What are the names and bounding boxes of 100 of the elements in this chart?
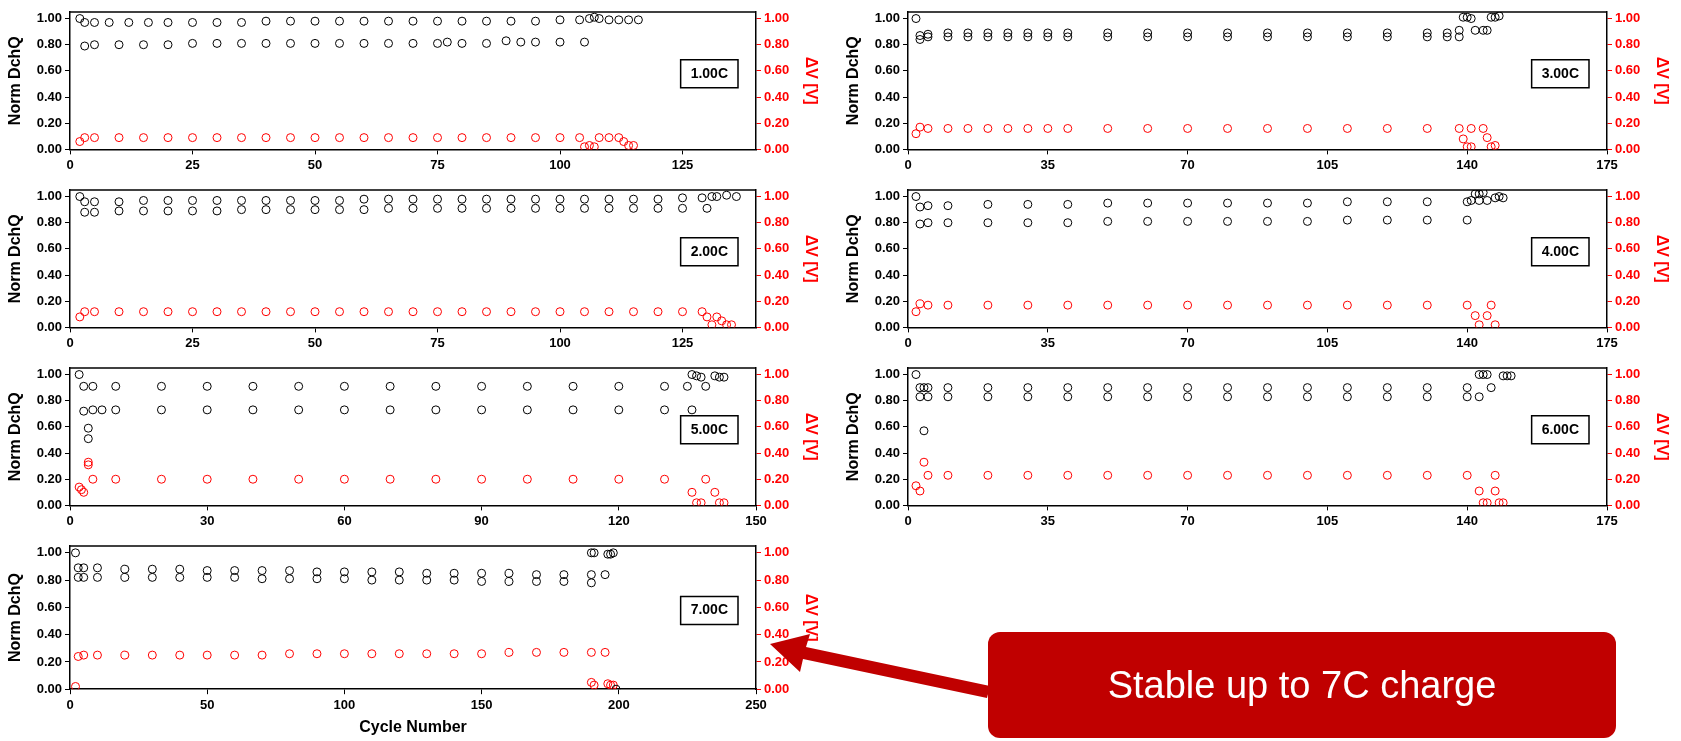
- point: [707, 192, 717, 202]
- point: [1482, 133, 1492, 143]
- point: [124, 17, 134, 27]
- point: [614, 474, 624, 484]
- y2-tick-label: 1.00: [1615, 188, 1641, 204]
- point: [1262, 32, 1272, 42]
- point: [1498, 193, 1508, 203]
- point: [285, 574, 295, 584]
- x-tick-label: 0: [66, 696, 74, 712]
- y2-axis-title: ΔV [V]: [802, 56, 820, 105]
- point: [1502, 371, 1512, 381]
- x-tick-label: 70: [1180, 334, 1195, 350]
- y2-axis-title: ΔV [V]: [802, 234, 820, 283]
- point: [75, 14, 85, 24]
- point: [339, 574, 349, 584]
- point: [73, 563, 83, 573]
- x-tick-label: 0: [904, 512, 912, 528]
- point: [1490, 486, 1500, 496]
- annotation: 4.00C: [1541, 242, 1579, 259]
- y-tick-label: 0.40: [36, 626, 62, 642]
- point: [477, 576, 487, 586]
- point: [915, 392, 925, 402]
- point: [90, 17, 99, 27]
- x-tick-label: 0: [66, 334, 74, 350]
- point: [1382, 392, 1392, 402]
- x-tick-label: 30: [199, 512, 215, 528]
- point: [457, 38, 467, 48]
- point: [111, 474, 121, 484]
- x-tick-label: 25: [185, 334, 200, 350]
- x-tick-label: 140: [1456, 156, 1479, 172]
- point: [120, 564, 130, 574]
- point: [531, 194, 540, 204]
- point: [1103, 300, 1113, 310]
- point: [586, 570, 596, 580]
- point: [385, 405, 395, 415]
- point: [1478, 25, 1488, 35]
- point: [504, 576, 514, 586]
- point: [943, 470, 953, 480]
- point: [202, 650, 212, 660]
- point: [915, 299, 925, 309]
- y2-tick-label: 0.60: [764, 62, 790, 78]
- point: [522, 405, 532, 415]
- point: [339, 474, 349, 484]
- point: [147, 564, 157, 574]
- point: [385, 474, 395, 484]
- point: [531, 37, 540, 47]
- point: [678, 193, 687, 203]
- point: [163, 195, 173, 205]
- point: [156, 474, 166, 484]
- point: [687, 487, 697, 497]
- point: [175, 572, 185, 582]
- point: [696, 372, 706, 382]
- y-tick-label: 0.20: [874, 114, 900, 130]
- point: [310, 195, 320, 205]
- x-tick-label: 100: [549, 334, 571, 350]
- y2-tick-label: 0.00: [764, 496, 790, 512]
- point: [568, 474, 578, 484]
- y2-tick-label: 0.40: [1615, 88, 1641, 104]
- point: [1342, 197, 1352, 207]
- point: [1478, 498, 1488, 506]
- point: [1454, 25, 1464, 35]
- y2-tick-label: 0.20: [1615, 292, 1641, 308]
- y2-tick-label: 0.60: [764, 240, 790, 256]
- y2-tick-label: 0.80: [1615, 392, 1641, 408]
- point: [139, 206, 148, 216]
- point: [1494, 12, 1504, 21]
- x-tick-label: 75: [430, 334, 445, 350]
- point: [983, 123, 993, 133]
- point: [516, 37, 526, 47]
- point: [147, 650, 157, 660]
- y2-tick-label: 0.40: [764, 266, 790, 282]
- point: [629, 194, 638, 204]
- point: [294, 474, 304, 484]
- point: [506, 16, 516, 26]
- point: [294, 405, 304, 415]
- point: [1342, 383, 1352, 393]
- y-tick-label: 0.40: [874, 88, 900, 104]
- point: [1490, 12, 1500, 22]
- x-tick-label: 35: [1040, 334, 1056, 350]
- point: [1462, 142, 1472, 150]
- point: [1023, 470, 1033, 480]
- point: [1262, 470, 1272, 480]
- point: [1466, 14, 1476, 24]
- y-axis-title: Norm DchQ: [844, 392, 862, 482]
- point: [1498, 498, 1508, 506]
- y2-tick-label: 0.40: [1615, 444, 1641, 460]
- point: [1023, 199, 1033, 209]
- point: [614, 405, 624, 415]
- point: [584, 14, 594, 24]
- point: [710, 371, 720, 381]
- point: [83, 423, 93, 433]
- point: [714, 498, 724, 506]
- y2-axis-title: ΔV [V]: [1653, 412, 1671, 461]
- point: [1462, 215, 1472, 225]
- point: [1422, 197, 1432, 207]
- point: [1494, 498, 1504, 506]
- point: [1223, 300, 1233, 310]
- point: [923, 201, 933, 211]
- point: [394, 567, 404, 577]
- point: [1143, 383, 1153, 393]
